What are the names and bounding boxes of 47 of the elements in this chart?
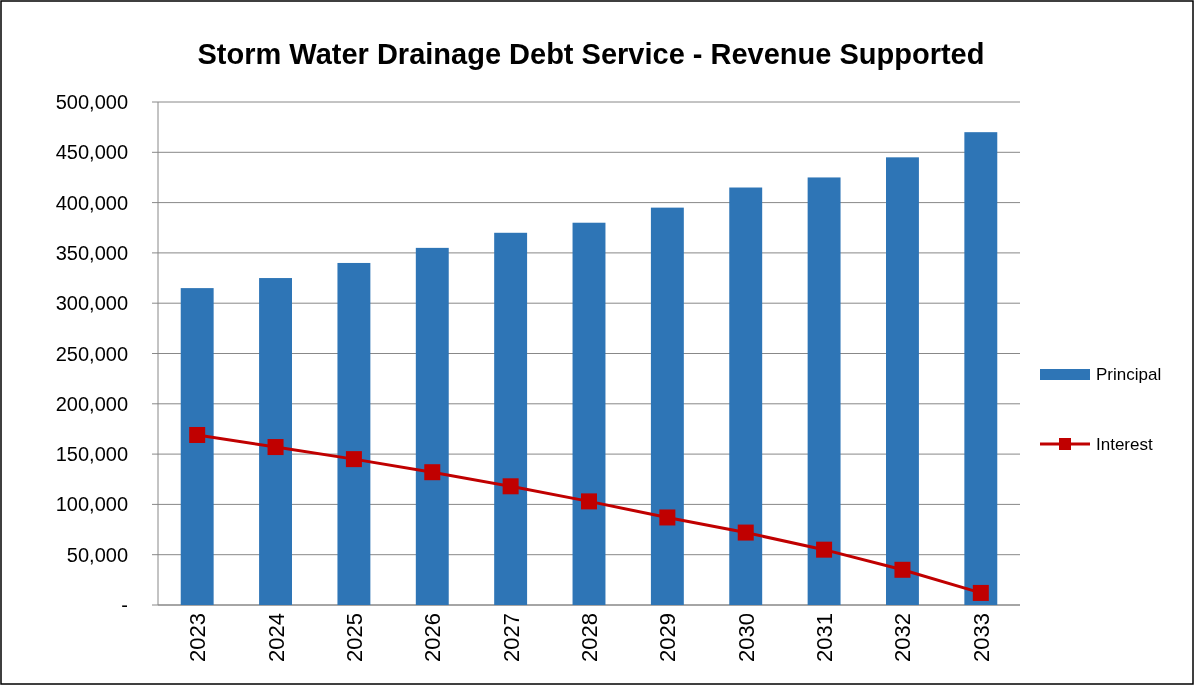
bar bbox=[807, 177, 841, 605]
x-tick-label: 2029 bbox=[655, 613, 681, 662]
bar bbox=[180, 288, 214, 605]
bar bbox=[729, 187, 763, 605]
x-tick-label: 2031 bbox=[812, 613, 838, 662]
x-tick-label: 2033 bbox=[968, 613, 994, 662]
point bbox=[189, 426, 206, 443]
x-tick-label: 2027 bbox=[498, 613, 524, 662]
point bbox=[816, 541, 833, 558]
y-tick-label: 150,000 bbox=[55, 443, 128, 466]
x-tick-label: 2023 bbox=[185, 613, 211, 662]
point bbox=[424, 464, 441, 481]
point bbox=[581, 493, 597, 510]
y-tick-label: 200,000 bbox=[55, 392, 128, 415]
point bbox=[502, 478, 519, 495]
legend-label: Interest bbox=[1096, 434, 1153, 454]
y-tick-label: 50,000 bbox=[66, 543, 128, 566]
y-tick-label: - bbox=[121, 594, 128, 616]
y-tick-label: 250,000 bbox=[55, 342, 128, 365]
point bbox=[659, 509, 676, 526]
point bbox=[345, 451, 362, 468]
y-tick-label: 400,000 bbox=[55, 191, 128, 214]
x-tick-label: 2026 bbox=[420, 613, 446, 662]
y-tick-label: 100,000 bbox=[55, 493, 128, 516]
y-tick-label: 350,000 bbox=[55, 241, 128, 264]
x-tick-label: 2024 bbox=[263, 613, 289, 662]
x-tick-label: 2032 bbox=[890, 613, 916, 662]
point bbox=[894, 561, 911, 578]
x-tick-label: 2028 bbox=[577, 613, 602, 662]
bar bbox=[650, 207, 684, 605]
bar bbox=[572, 222, 606, 605]
point bbox=[972, 584, 989, 601]
point bbox=[737, 524, 754, 541]
point bbox=[267, 439, 284, 456]
bar bbox=[415, 247, 449, 605]
x-tick-label: 2025 bbox=[341, 613, 367, 662]
bar bbox=[259, 278, 292, 605]
chart-title: Storm Water Drainage Debt Service - Revenue Supported bbox=[197, 38, 985, 70]
y-tick-label: 300,000 bbox=[55, 292, 128, 315]
legend-label: Principal bbox=[1096, 364, 1162, 384]
bar bbox=[494, 232, 528, 605]
bar bbox=[964, 132, 998, 605]
y-tick-label: 450,000 bbox=[55, 141, 128, 164]
x-tick-label: 2030 bbox=[733, 613, 759, 662]
bar bbox=[886, 157, 919, 605]
y-tick-label: 500,000 bbox=[55, 91, 128, 113]
bar bbox=[337, 262, 371, 605]
